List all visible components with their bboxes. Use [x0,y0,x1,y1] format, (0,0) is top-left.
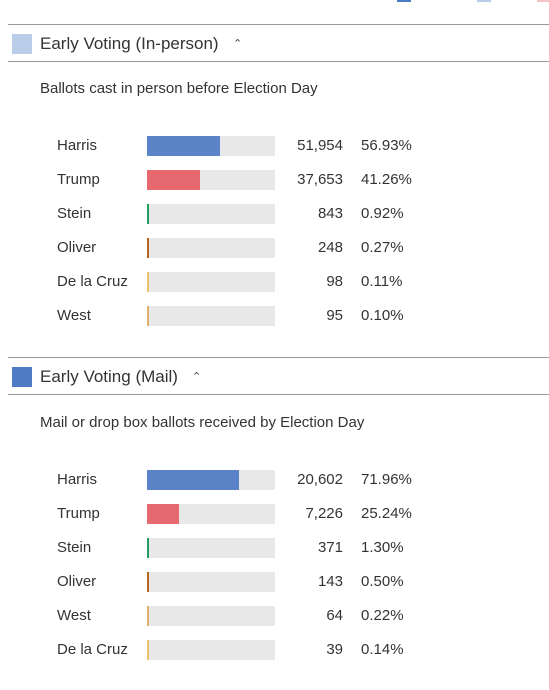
section-header-in-person[interactable]: Early Voting (In-person) ⌃ [8,24,549,62]
vote-share-bar-fill [147,504,180,524]
candidate-name: De la Cruz [57,273,128,290]
candidate-name: Harris [57,137,97,154]
vote-count: 20,602 [297,471,343,488]
vote-count: 143 [317,573,343,590]
vote-percent: 56.93% [361,137,412,154]
candidate-name: Oliver [57,239,97,256]
table-row: Oliver 143 0.50% [0,572,549,592]
vote-share-bar [147,640,275,660]
candidate-name: West [57,307,91,324]
vote-share-bar [147,606,275,626]
vote-count: 51,954 [297,137,343,154]
legend-strip [309,0,549,4]
vote-percent: 0.14% [361,641,404,658]
legend-swatch-dark [397,0,411,2]
vote-percent: 25.24% [361,505,412,522]
section-header-mail[interactable]: Early Voting (Mail) ⌃ [8,357,549,395]
vote-share-bar-fill [147,272,149,292]
table-row: De la Cruz 98 0.11% [0,272,549,292]
candidate-name: Oliver [57,573,97,590]
candidate-name: Trump [57,171,100,188]
vote-share-bar [147,238,275,258]
candidate-name: De la Cruz [57,641,128,658]
vote-share-bar [147,204,275,224]
vote-share-bar [147,572,275,592]
candidate-name: Trump [57,505,100,522]
vote-count: 248 [317,239,343,256]
table-row: Harris 20,602 71.96% [0,470,549,490]
candidate-name: Stein [57,205,92,222]
vote-count: 843 [317,205,343,222]
vote-share-bar [147,538,275,558]
section-subtitle: Mail or drop box ballots received by Ele… [40,414,365,431]
vote-count: 39 [326,641,343,658]
chevron-up-icon[interactable]: ⌃ [192,371,202,383]
vote-share-bar [147,136,275,156]
vote-count: 37,653 [297,171,343,188]
table-row: West 95 0.10% [0,306,549,326]
vote-share-bar-fill [147,470,240,490]
vote-count: 64 [326,607,343,624]
table-row: Stein 843 0.92% [0,204,549,224]
vote-share-bar [147,470,275,490]
vote-share-bar [147,272,275,292]
table-row: West 64 0.22% [0,606,549,626]
vote-percent: 0.92% [361,205,404,222]
table-row: Trump 37,653 41.26% [0,170,549,190]
vote-share-bar-fill [147,204,149,224]
vote-share-bar-fill [147,136,220,156]
vote-share-bar-fill [147,170,200,190]
vote-share-bar-fill [147,572,149,592]
vote-count: 95 [326,307,343,324]
vote-share-bar-fill [147,538,149,558]
vote-percent: 0.27% [361,239,404,256]
table-row: Stein 371 1.30% [0,538,549,558]
section-title: Early Voting (Mail) [40,367,178,386]
mail-color-swatch [12,367,32,387]
candidate-name: West [57,607,91,624]
vote-percent: 41.26% [361,171,412,188]
vote-count: 371 [317,539,343,556]
vote-share-bar [147,504,275,524]
chevron-up-icon[interactable]: ⌃ [233,38,243,50]
legend-swatch-pink [537,0,549,2]
section-subtitle: Ballots cast in person before Election D… [40,80,318,97]
vote-percent: 0.22% [361,607,404,624]
vote-share-bar [147,170,275,190]
candidate-name: Stein [57,539,92,556]
vote-share-bar-fill [147,606,149,626]
vote-percent: 0.50% [361,573,404,590]
vote-percent: 0.10% [361,307,404,324]
vote-count: 98 [326,273,343,290]
table-row: Oliver 248 0.27% [0,238,549,258]
table-row: Trump 7,226 25.24% [0,504,549,524]
vote-percent: 0.11% [361,273,403,290]
vote-share-bar-fill [147,238,149,258]
vote-share-bar-fill [147,640,149,660]
legend-swatch-light [477,0,491,2]
vote-percent: 71.96% [361,471,412,488]
table-row: Harris 51,954 56.93% [0,136,549,156]
vote-share-bar [147,306,275,326]
vote-percent: 1.30% [361,539,404,556]
section-title: Early Voting (In-person) [40,34,219,53]
table-row: De la Cruz 39 0.14% [0,640,549,660]
vote-share-bar-fill [147,306,149,326]
candidate-name: Harris [57,471,97,488]
vote-count: 7,226 [305,505,343,522]
in-person-color-swatch [12,34,32,54]
